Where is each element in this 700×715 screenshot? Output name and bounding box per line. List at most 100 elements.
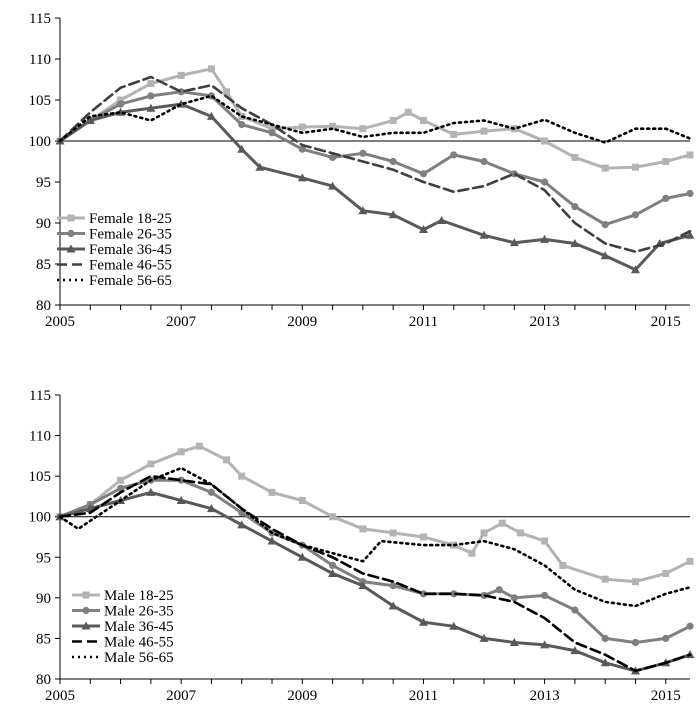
- legend-marker: [67, 229, 75, 238]
- data-point: [359, 149, 367, 157]
- data-point: [662, 570, 670, 578]
- x-tick-label: 2011: [409, 314, 438, 330]
- data-point: [329, 513, 337, 521]
- y-tick-label: 80: [36, 298, 51, 314]
- male-panel: 80 85 90 95 100 105 110 115 2005 2007 2009 2011 2013…: [29, 388, 695, 704]
- legend-marker: [67, 214, 75, 222]
- data-point: [516, 529, 524, 537]
- data-point: [541, 591, 549, 600]
- data-point: [601, 575, 609, 583]
- data-point: [206, 504, 216, 513]
- data-point: [85, 116, 95, 124]
- data-point: [600, 251, 610, 260]
- data-point: [388, 210, 398, 219]
- data-point: [237, 520, 247, 529]
- data-point: [541, 537, 549, 545]
- data-point: [146, 103, 156, 112]
- data-point: [328, 569, 338, 578]
- data-point: [662, 158, 670, 165]
- legend-label: Female 18-25: [89, 211, 172, 227]
- y-tick-label: 105: [29, 469, 52, 485]
- data-point: [450, 130, 458, 138]
- legend-label: Male 36-45: [104, 619, 174, 635]
- series-line-male-56-65: [58, 466, 692, 608]
- data-point: [388, 601, 398, 610]
- data-point: [255, 162, 265, 171]
- data-point: [268, 129, 276, 137]
- data-point: [206, 111, 216, 120]
- x-tick-label: 2007: [166, 688, 197, 704]
- data-point: [297, 173, 307, 182]
- y-tick-label: 85: [36, 257, 51, 273]
- data-point: [359, 525, 367, 533]
- legend-marker: [82, 606, 90, 615]
- data-point: [329, 122, 337, 130]
- data-point: [358, 206, 368, 215]
- data-point: [298, 145, 306, 153]
- data-point: [419, 533, 427, 541]
- data-point: [328, 561, 337, 570]
- data-point: [631, 163, 639, 171]
- data-point: [176, 495, 186, 504]
- data-point: [267, 536, 277, 545]
- series-line-female-46-55: [58, 75, 692, 253]
- x-tick-label: 2015: [651, 314, 681, 330]
- data-point: [389, 157, 397, 166]
- data-point: [631, 211, 640, 219]
- data-point: [631, 578, 639, 586]
- y-tick-label: 100: [29, 510, 52, 526]
- data-point: [418, 617, 428, 626]
- data-point: [238, 472, 246, 480]
- y-tick-label: 90: [36, 591, 51, 607]
- data-point: [207, 65, 215, 73]
- y-tick-label: 100: [29, 134, 52, 150]
- y-tick-label: 80: [36, 672, 51, 688]
- data-point: [419, 117, 427, 124]
- x-tick-label: 2011: [409, 688, 438, 704]
- data-point: [480, 157, 488, 166]
- legend-label: Female 36-45: [89, 242, 172, 258]
- data-point: [479, 230, 489, 239]
- data-point: [298, 496, 306, 504]
- y-tick-label: 110: [29, 52, 51, 68]
- data-point: [541, 178, 549, 186]
- legend-label: Female 46-55: [89, 258, 172, 274]
- data-point: [510, 594, 518, 602]
- legend-marker: [81, 621, 91, 630]
- legend-label: Male 46-55: [104, 635, 174, 651]
- legend-label: Female 26-35: [89, 227, 172, 243]
- data-point: [630, 265, 640, 274]
- data-point: [686, 557, 694, 565]
- x-tick-label: 2007: [166, 314, 197, 330]
- data-point: [686, 189, 694, 198]
- legend-label: Male 18-25: [104, 588, 174, 604]
- female-panel: 80 85 90 95 100 105 110 115 2005 2007 2009 2011 2013…: [29, 11, 695, 330]
- data-point: [147, 92, 155, 100]
- data-point: [450, 590, 458, 598]
- data-point: [495, 586, 503, 594]
- data-point: [328, 181, 338, 190]
- data-point: [437, 216, 447, 225]
- data-point: [509, 637, 519, 646]
- data-point: [223, 88, 231, 96]
- y-tick-label: 85: [36, 631, 51, 647]
- data-point: [571, 203, 579, 211]
- data-point: [237, 144, 247, 153]
- data-point: [117, 476, 125, 484]
- data-point: [177, 476, 185, 484]
- data-point: [147, 460, 155, 468]
- data-point: [686, 151, 694, 159]
- series-line-female-26-35: [58, 90, 692, 227]
- series-line-male-18-25: [58, 444, 692, 584]
- legend-marker: [82, 591, 90, 599]
- y-tick-label: 115: [29, 388, 51, 404]
- data-point: [498, 519, 506, 527]
- y-tick-label: 110: [29, 429, 51, 445]
- data-point: [571, 153, 579, 161]
- series-line-male-46-55: [58, 474, 692, 673]
- data-point: [195, 442, 203, 450]
- data-point: [601, 221, 609, 229]
- data-point: [328, 153, 337, 161]
- data-point: [631, 638, 640, 647]
